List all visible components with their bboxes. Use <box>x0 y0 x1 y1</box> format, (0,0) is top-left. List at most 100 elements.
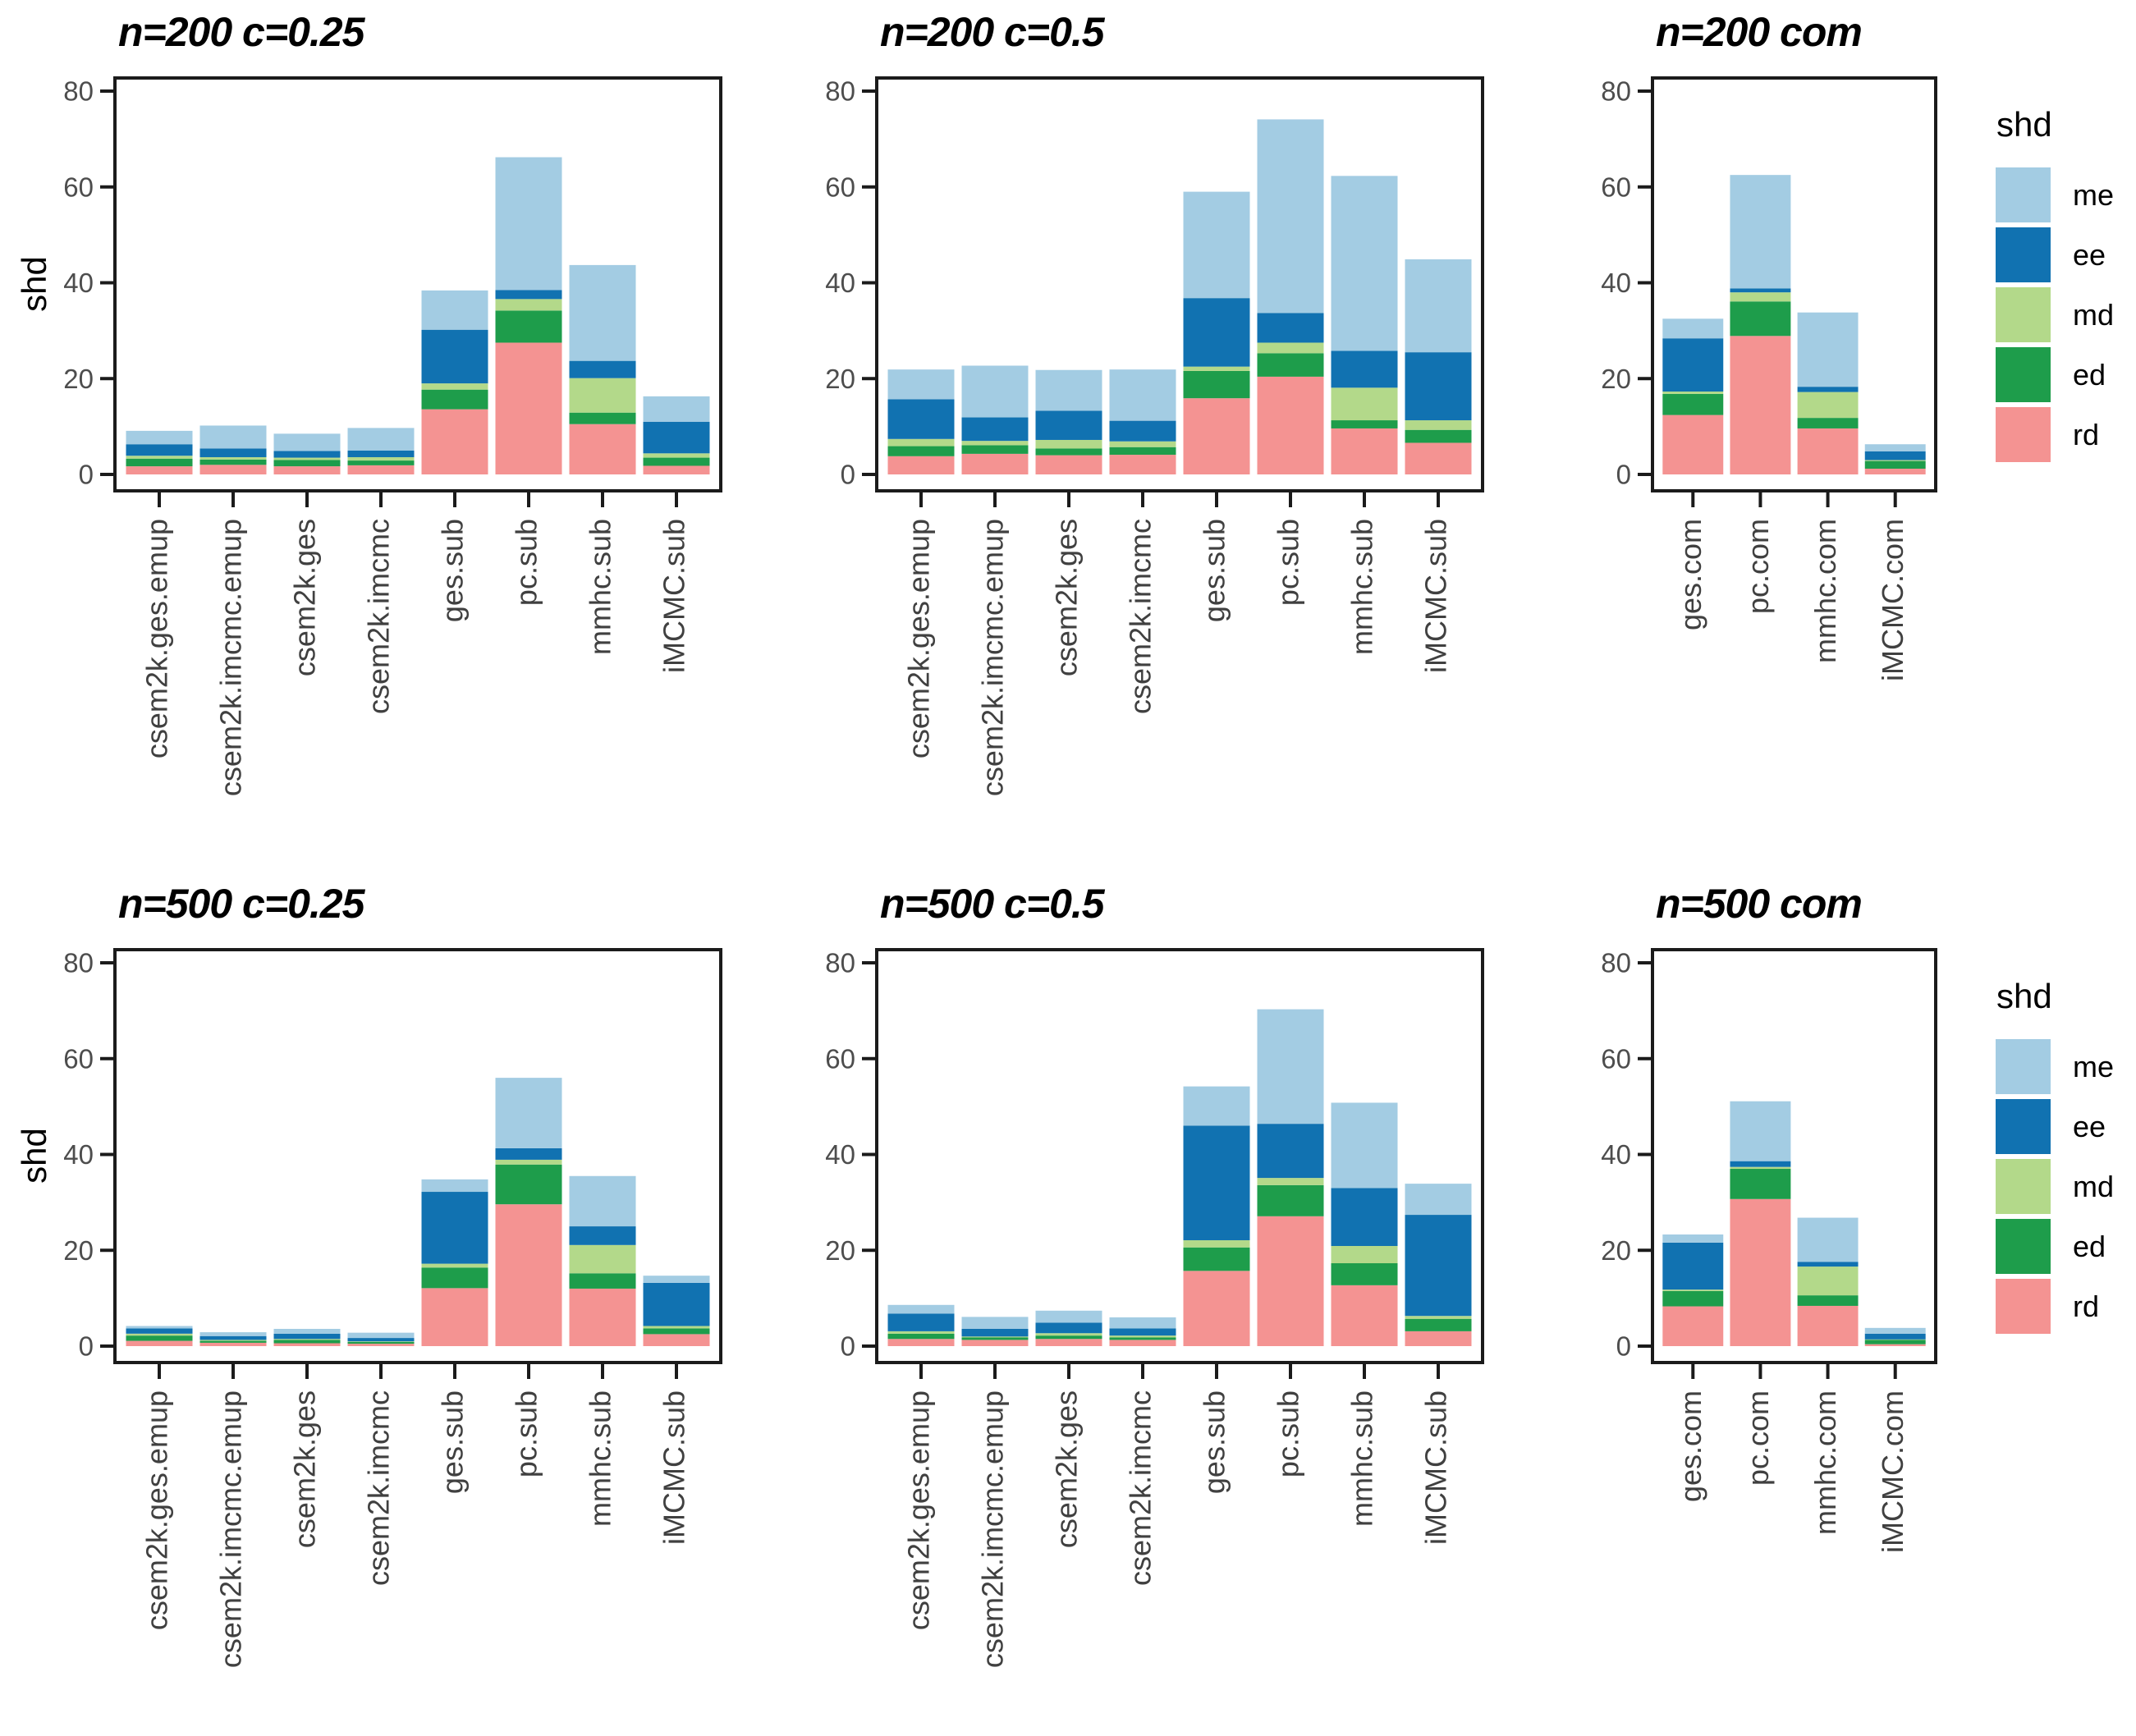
bar-segment-ed <box>495 310 562 343</box>
bar-segment-ed <box>273 460 341 467</box>
bar-segment-ed <box>126 1335 193 1341</box>
bar-segment-ed <box>1035 1335 1102 1340</box>
x-category-label: iMCMC.sub <box>1419 519 1453 673</box>
bar-segment-me <box>569 264 636 361</box>
bar-segment-md <box>1331 1245 1398 1264</box>
bar-segment-rd <box>1035 455 1102 474</box>
bar-segment-ed <box>1730 301 1791 337</box>
legend-item-ed: ed <box>1996 1219 2136 1274</box>
legend-item-rd: rd <box>1996 407 2136 462</box>
panel-title-n500-com: n=500 com <box>1656 881 1863 927</box>
bar-segment-ee <box>1183 298 1250 367</box>
y-tick-label: 0 <box>841 1331 855 1362</box>
legend-bottom: shd me ee md ed rd <box>1996 977 2136 1339</box>
legend-item-md: md <box>1996 287 2136 342</box>
bar-segment-ee <box>1864 1333 1926 1340</box>
bar-segment-ee <box>569 360 636 378</box>
x-category-label: ges.com <box>1674 519 1707 630</box>
panel-border <box>1651 76 1937 492</box>
bar-segment-ed <box>421 389 488 410</box>
bar-segment-me <box>1864 444 1926 451</box>
bar-segment-md <box>1405 1316 1472 1319</box>
chart-svg: 0 20 40 60 80 csem2k.ges.emup csem2k.imcmc.emu… <box>63 76 722 796</box>
bar-segment-rd <box>887 1339 955 1346</box>
bar-segment-ed <box>347 460 415 465</box>
bar-segment-ed <box>1183 370 1250 399</box>
bar-segment-md <box>643 453 710 458</box>
bar-segment-ee <box>421 1192 488 1264</box>
bar-segment-me <box>1730 175 1791 289</box>
bar-segment-ed <box>1662 393 1724 415</box>
bar-segment-ee <box>1257 313 1324 343</box>
bar-segment-ee <box>273 451 341 458</box>
bar-segment-rd <box>495 342 562 474</box>
x-category-label: csem2k.imcmc <box>1124 519 1157 714</box>
x-category-label: mmhc.sub <box>1345 519 1379 655</box>
bar-segment-ee <box>1662 1242 1724 1290</box>
x-category-label: ges.sub <box>1198 1390 1231 1494</box>
bar-segment-ed <box>887 1333 955 1340</box>
x-category-label: csem2k.ges.emup <box>902 1390 936 1630</box>
bar-segment-md <box>421 383 488 390</box>
bar-segment-ed <box>273 1340 341 1344</box>
x-category-label: pc.sub <box>1272 1390 1305 1477</box>
bar-segment-rd <box>126 1340 193 1346</box>
bar-segment-ee <box>1864 451 1926 460</box>
bar-segment-rd <box>347 465 415 474</box>
bar-segment-rd <box>961 453 1029 474</box>
bar-segment-rd <box>1109 1340 1176 1346</box>
x-category-label: csem2k.imcmc.emup <box>214 1390 248 1668</box>
x-category-label: csem2k.imcmc.emup <box>976 519 1010 796</box>
bar-segment-md <box>643 1326 710 1329</box>
bar-segment-ee <box>1109 1328 1176 1336</box>
bar-segment-md <box>1183 1239 1250 1248</box>
bar-segment-me <box>1183 1086 1250 1126</box>
x-category-label: csem2k.ges <box>288 1390 322 1548</box>
y-tick-label: 80 <box>825 948 855 978</box>
panel-border <box>113 948 722 1364</box>
bar-segment-me <box>495 157 562 291</box>
bar-segment-rd <box>421 1288 488 1346</box>
bar-segment-ee <box>199 1335 267 1340</box>
bar-segment-me <box>273 433 341 451</box>
x-category-label: csem2k.imcmc <box>362 519 396 714</box>
bar-segment-md <box>1662 1289 1724 1291</box>
bar-segment-ee <box>1730 288 1791 293</box>
bar-segment-ed <box>199 1340 267 1343</box>
y-tick-label: 80 <box>1601 76 1631 107</box>
x-category-label: pc.sub <box>1272 519 1305 606</box>
bar-segment-ee <box>887 399 955 439</box>
bar-segment-md <box>126 1333 193 1336</box>
legend-swatch-rd <box>1996 1279 2051 1334</box>
y-tick-label: 0 <box>841 460 855 490</box>
bar-segment-md <box>569 378 636 413</box>
bar-segment-md <box>1109 441 1176 447</box>
bar-segment-md <box>1183 366 1250 371</box>
panel-title-n200-c05: n=200 c=0.5 <box>880 9 1105 55</box>
bar-segment-ed <box>347 1341 415 1344</box>
chart-panel-n500-c025: 0 20 40 60 80 csem2k.ges.emup csem2k.imcmc.emu… <box>51 930 739 1736</box>
bar-segment-md <box>1797 392 1859 419</box>
bar-segment-ee <box>1405 1215 1472 1317</box>
x-category-label: pc.sub <box>510 1390 543 1477</box>
y-tick-label: 80 <box>1601 948 1631 978</box>
bar-segment-md <box>495 299 562 311</box>
x-category-label: pc.sub <box>510 519 543 606</box>
bar-segment-ee <box>495 1147 562 1160</box>
bar-segment-me <box>421 290 488 330</box>
y-tick-label: 0 <box>79 1331 94 1362</box>
bar-segment-me <box>347 428 415 451</box>
bar-segment-ee <box>273 1333 341 1340</box>
bar-segment-me <box>126 430 193 445</box>
bar-segment-rd <box>1405 442 1472 474</box>
bar-segment-ed <box>1864 1340 1926 1344</box>
panel-title-n200-com: n=200 com <box>1656 9 1863 55</box>
bar-segment-rd <box>273 1343 341 1346</box>
bar-segment-ee <box>1035 410 1102 440</box>
legend-label: md <box>2073 297 2115 332</box>
bar-segment-md <box>1797 1267 1859 1296</box>
bar-segment-me <box>1331 176 1398 351</box>
bar-segment-ed <box>1257 353 1324 377</box>
bar-segment-md <box>1730 292 1791 302</box>
x-category-label: iMCMC.com <box>1876 1390 1909 1553</box>
